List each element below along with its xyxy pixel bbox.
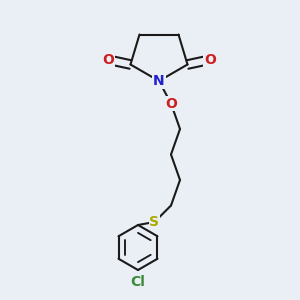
Text: O: O xyxy=(102,53,114,67)
Text: S: S xyxy=(149,215,160,229)
Text: Cl: Cl xyxy=(130,275,146,289)
Text: O: O xyxy=(165,97,177,110)
Text: N: N xyxy=(153,74,165,88)
Text: O: O xyxy=(204,53,216,67)
